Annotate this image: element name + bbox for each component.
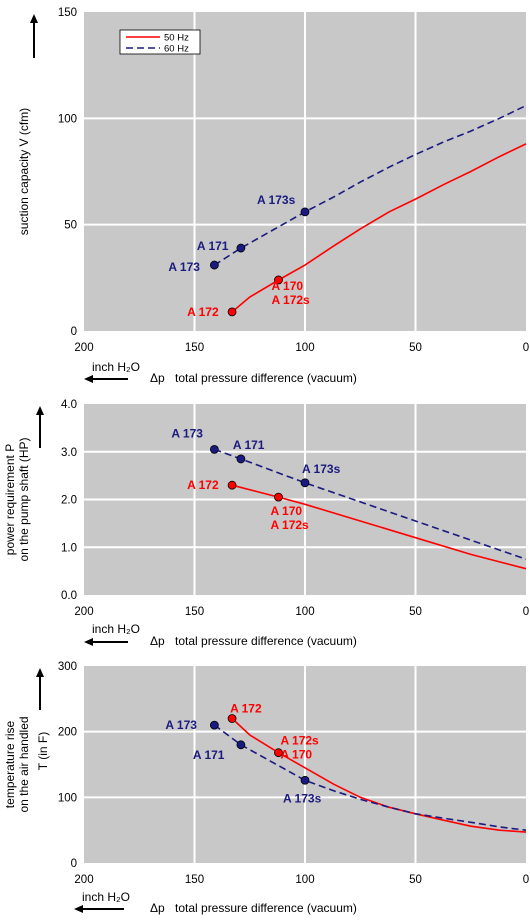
- legend-entry: 60 Hz: [164, 44, 189, 55]
- x-tick-label: 200: [74, 606, 93, 618]
- point-label: A 172: [230, 702, 262, 716]
- data-point: [274, 492, 283, 502]
- x-tick-label: 150: [185, 342, 204, 354]
- y-tick-label: 3.0: [61, 447, 77, 459]
- x-tick-label: 100: [295, 606, 314, 618]
- data-point: [236, 740, 246, 750]
- series-line-60-hz: [213, 724, 527, 831]
- y-axis-title: on the air handled: [17, 716, 31, 812]
- point-label: A 173: [171, 426, 203, 440]
- point-label: A 170: [270, 504, 302, 518]
- y-tick-label: 100: [58, 792, 77, 804]
- x-axis-title: total pressure difference (vacuum): [175, 634, 357, 648]
- data-point: [209, 444, 219, 454]
- x-tick-label: 50: [409, 606, 422, 618]
- point-label: A 171: [193, 748, 225, 762]
- y-tick-label: 100: [58, 113, 77, 125]
- point-label: A 173: [165, 718, 197, 732]
- y-tick-label: 0: [71, 326, 77, 338]
- y-tick-label: 200: [58, 727, 77, 739]
- y-axis-title: temperature rise: [3, 720, 17, 808]
- x-axis-unit: inch H₂O: [92, 360, 140, 374]
- y-axis-title: power requirement P: [3, 444, 17, 555]
- x-axis-title: total pressure difference (vacuum): [175, 901, 357, 915]
- point-label: A 172: [187, 478, 219, 492]
- point-label: A 170: [280, 748, 312, 762]
- x-tick-label: 150: [185, 874, 204, 886]
- x-axis-arrow-head: [84, 638, 93, 646]
- x-tick-label: 100: [295, 342, 314, 354]
- data-point: [227, 714, 237, 723]
- y-axis-arrow-head: [36, 406, 44, 415]
- x-axis-symbol: Δp: [150, 901, 165, 915]
- point-label: A 173s: [302, 462, 341, 476]
- data-point: [227, 480, 237, 490]
- point-label: A 170: [271, 279, 303, 293]
- data-point: [300, 775, 310, 785]
- x-axis-arrow-head: [84, 375, 93, 383]
- point-label: A 171: [197, 239, 229, 253]
- y-axis-title-secondary: T (in F): [36, 732, 50, 770]
- point-label: A 171: [233, 438, 265, 452]
- legend-box: [119, 29, 201, 55]
- x-tick-label: 0: [523, 342, 529, 354]
- y-tick-label: 2.0: [61, 495, 77, 507]
- x-axis-title: total pressure difference (vacuum): [175, 371, 357, 385]
- y-tick-label: 0: [71, 858, 77, 870]
- data-point: [236, 243, 246, 253]
- point-label: A 173s: [283, 791, 322, 805]
- y-axis-arrow-head: [30, 14, 38, 23]
- point-label: A 172: [187, 305, 219, 319]
- y-tick-label: 50: [64, 220, 77, 232]
- point-label: A 173: [168, 260, 200, 274]
- data-point: [209, 720, 219, 730]
- data-point: [227, 307, 237, 317]
- x-axis-arrow-head: [74, 905, 83, 913]
- x-tick-label: 50: [409, 874, 422, 886]
- data-point: [274, 748, 283, 758]
- x-tick-label: 200: [74, 342, 93, 354]
- legend-entry: 50 Hz: [164, 33, 189, 44]
- x-axis-unit: inch H₂O: [82, 890, 130, 904]
- data-point: [274, 275, 283, 285]
- point-label: A 172s: [270, 518, 309, 532]
- y-tick-label: 1.0: [61, 542, 77, 554]
- x-tick-label: 200: [74, 874, 93, 886]
- y-axis-title: suction capacity V (cfm): [17, 108, 31, 235]
- x-axis-symbol: Δp: [150, 634, 165, 648]
- y-tick-label: 4.0: [61, 399, 77, 411]
- x-axis-unit: inch H₂O: [92, 622, 140, 636]
- data-point: [300, 478, 310, 488]
- point-label: A 172s: [271, 293, 310, 307]
- series-line-60-hz: [213, 104, 527, 266]
- series-line-50-hz: [231, 717, 527, 833]
- series-line-50-hz: [231, 143, 527, 313]
- point-label: A 172s: [280, 734, 319, 748]
- x-tick-label: 50: [409, 342, 422, 354]
- data-point: [209, 260, 219, 270]
- x-tick-label: 0: [523, 874, 529, 886]
- x-tick-label: 0: [523, 606, 529, 618]
- x-tick-label: 150: [185, 606, 204, 618]
- data-point: [236, 454, 246, 464]
- y-axis-arrow-head: [36, 668, 44, 677]
- data-point: [300, 207, 310, 217]
- y-tick-label: 150: [58, 7, 77, 19]
- y-tick-label: 300: [58, 661, 77, 673]
- x-tick-label: 100: [295, 874, 314, 886]
- y-tick-label: 0.0: [61, 590, 77, 602]
- x-axis-symbol: Δp: [150, 371, 165, 385]
- point-label: A 173s: [257, 193, 296, 207]
- y-axis-title: on the pump shaft (HP): [17, 437, 31, 561]
